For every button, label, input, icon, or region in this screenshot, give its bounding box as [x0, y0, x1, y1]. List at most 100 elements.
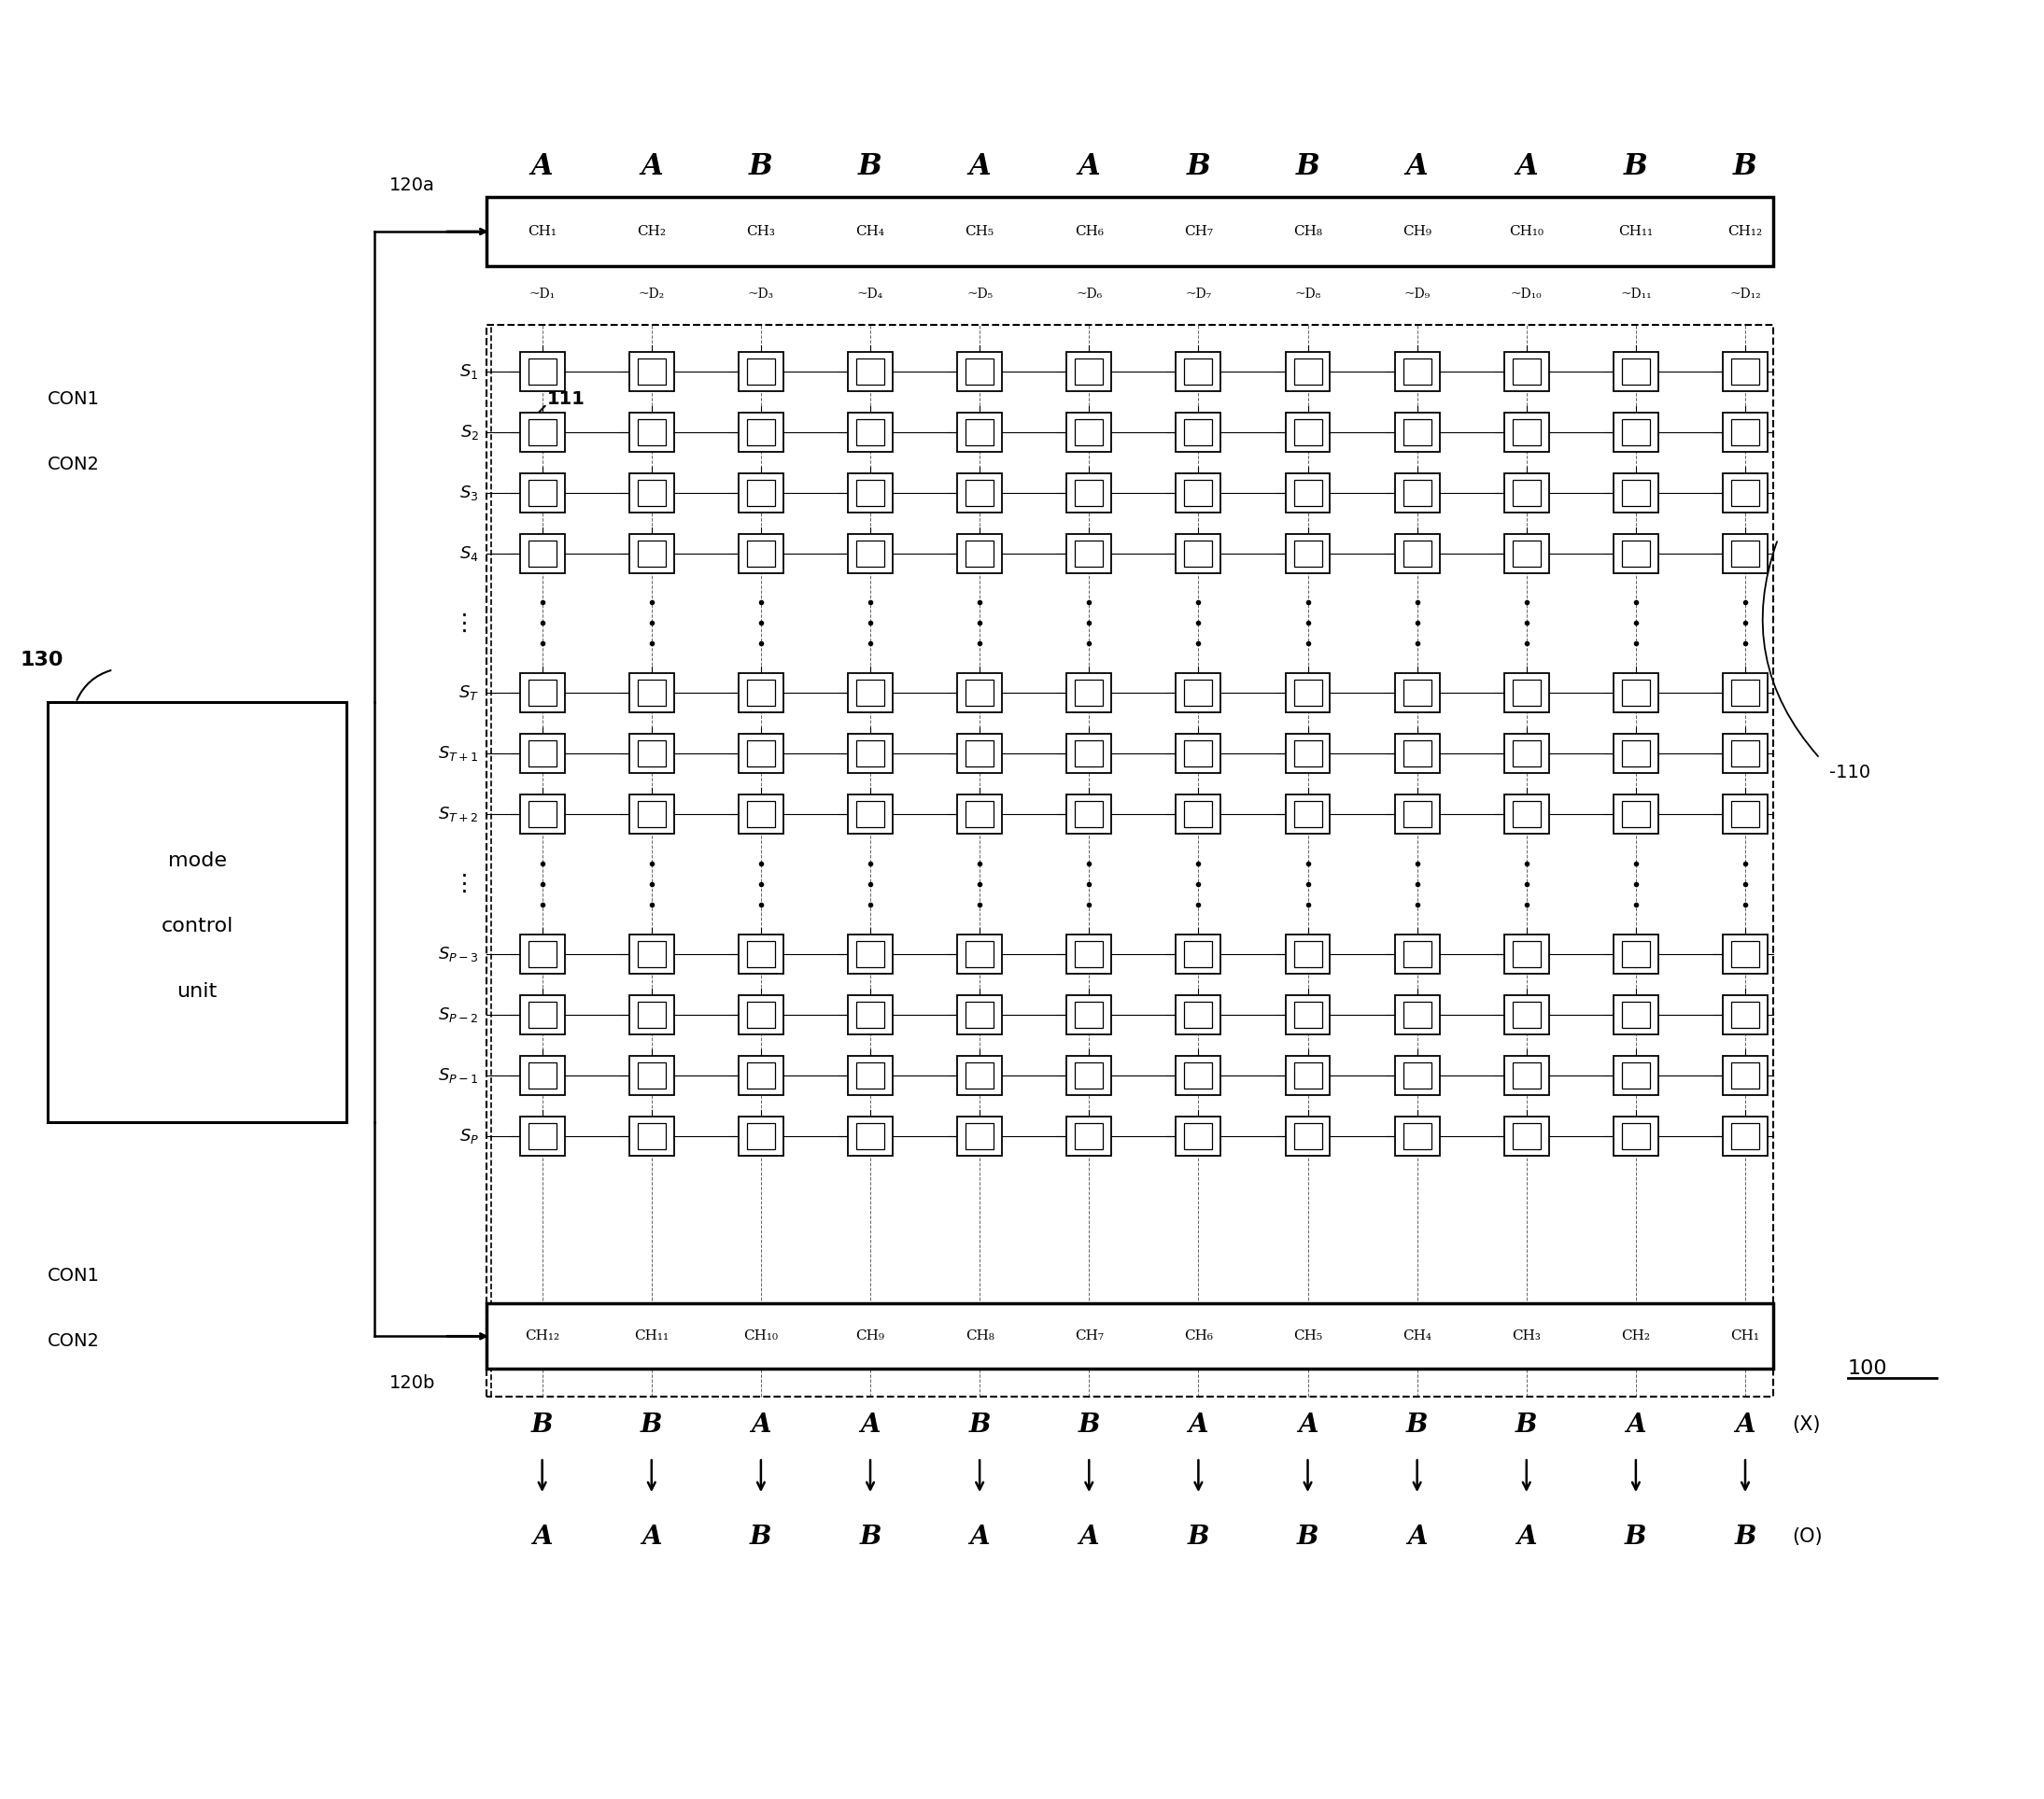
Bar	[519, 412, 564, 452]
Text: 100: 100	[1848, 1360, 1887, 1378]
Bar	[848, 1056, 893, 1096]
Bar	[1294, 941, 1322, 968]
Bar	[1731, 1123, 1760, 1150]
Bar	[1402, 1002, 1431, 1027]
Text: CH₄: CH₄	[1402, 1329, 1431, 1342]
Text: CH₉: CH₉	[1402, 225, 1431, 237]
Text: control: control	[161, 917, 233, 935]
Text: A: A	[1079, 1524, 1100, 1549]
Bar	[527, 540, 556, 567]
Bar	[1731, 480, 1760, 506]
Text: 111: 111	[548, 390, 585, 408]
Text: CH₁₂: CH₁₂	[525, 1329, 560, 1342]
Text: CH₁₁: CH₁₁	[1619, 225, 1654, 237]
Bar	[738, 734, 783, 774]
Bar	[1504, 473, 1549, 513]
Bar	[965, 741, 993, 766]
Bar	[638, 540, 666, 567]
Bar	[965, 1061, 993, 1088]
Text: A: A	[1515, 151, 1537, 180]
Bar	[1286, 995, 1331, 1034]
Bar	[746, 480, 775, 506]
Bar	[1175, 795, 1220, 833]
Bar	[1294, 680, 1322, 705]
Bar	[1731, 1061, 1760, 1088]
Text: A: A	[1188, 1412, 1208, 1437]
Bar	[738, 534, 783, 572]
Bar	[1621, 419, 1650, 444]
Bar	[630, 1056, 675, 1096]
Text: CH₃: CH₃	[1513, 1329, 1541, 1342]
Bar	[1613, 1056, 1658, 1096]
Bar	[1402, 419, 1431, 444]
Bar	[1731, 801, 1760, 828]
Bar	[1504, 1115, 1549, 1155]
Bar	[965, 480, 993, 506]
Bar	[856, 680, 885, 705]
Bar	[519, 353, 564, 390]
Bar	[1067, 795, 1112, 833]
Bar	[630, 795, 675, 833]
Bar	[848, 534, 893, 572]
Bar	[1621, 801, 1650, 828]
Bar	[957, 1115, 1002, 1155]
Text: A: A	[1298, 1412, 1318, 1437]
Bar	[1613, 995, 1658, 1034]
Text: CH₆: CH₆	[1075, 225, 1104, 237]
Bar	[738, 412, 783, 452]
Text: B: B	[1733, 1524, 1756, 1549]
Bar	[856, 1002, 885, 1027]
Bar	[638, 941, 666, 968]
Text: $S_{P-2}$: $S_{P-2}$	[437, 1006, 478, 1024]
Bar	[1402, 1123, 1431, 1150]
Text: ~D₅: ~D₅	[967, 288, 993, 300]
Bar	[1175, 534, 1220, 572]
Bar	[519, 934, 564, 973]
Bar	[1294, 801, 1322, 828]
Bar	[1286, 412, 1331, 452]
Bar	[1723, 534, 1768, 572]
Bar	[1175, 1115, 1220, 1155]
Text: CH₁₀: CH₁₀	[744, 1329, 779, 1342]
Bar	[1075, 680, 1104, 705]
Text: $S_{P-3}$: $S_{P-3}$	[437, 944, 478, 964]
Bar	[519, 534, 564, 572]
Bar	[1175, 995, 1220, 1034]
Bar	[957, 412, 1002, 452]
Bar	[957, 534, 1002, 572]
Bar	[1183, 1123, 1212, 1150]
Bar	[1613, 673, 1658, 712]
Bar	[1075, 540, 1104, 567]
Bar	[957, 734, 1002, 774]
Text: ~D₁₀: ~D₁₀	[1511, 288, 1541, 300]
Bar	[856, 358, 885, 385]
Bar	[746, 419, 775, 444]
Bar	[1402, 741, 1431, 766]
Bar	[965, 1002, 993, 1027]
Text: $S_2$: $S_2$	[460, 423, 478, 441]
Bar	[957, 934, 1002, 973]
Bar	[1723, 734, 1768, 774]
Text: ~D₈: ~D₈	[1294, 288, 1320, 300]
Text: CH₄: CH₄	[856, 225, 885, 237]
Bar	[1504, 534, 1549, 572]
Bar	[1286, 353, 1331, 390]
Text: CH₂: CH₂	[638, 225, 666, 237]
Bar	[1394, 412, 1439, 452]
Bar	[1394, 534, 1439, 572]
Text: B: B	[1515, 1412, 1537, 1437]
Bar	[486, 196, 1774, 266]
Text: $S_T$: $S_T$	[458, 684, 478, 702]
Bar	[738, 1056, 783, 1096]
Bar	[527, 680, 556, 705]
Bar	[738, 795, 783, 833]
Bar	[1504, 353, 1549, 390]
Bar	[1067, 995, 1112, 1034]
Text: $S_{T+1}$: $S_{T+1}$	[437, 745, 478, 763]
Bar	[1286, 673, 1331, 712]
Text: unit: unit	[178, 982, 217, 1000]
Bar	[1513, 480, 1541, 506]
Bar	[1394, 353, 1439, 390]
Bar	[965, 1123, 993, 1150]
Text: $S_3$: $S_3$	[460, 484, 478, 502]
